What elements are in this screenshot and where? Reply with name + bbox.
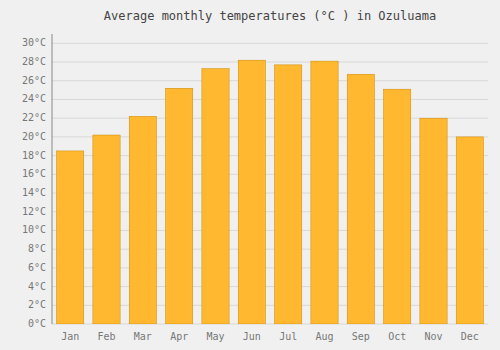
y-tick-label: 14°C xyxy=(22,187,46,198)
x-tick-label: Nov xyxy=(424,331,442,342)
y-tick-label: 2°C xyxy=(28,299,46,310)
y-tick-label: 20°C xyxy=(22,131,46,142)
y-tick-label: 16°C xyxy=(22,168,46,179)
bar xyxy=(57,151,84,324)
x-tick-label: Feb xyxy=(97,331,115,342)
y-tick-label: 12°C xyxy=(22,206,46,217)
bar xyxy=(166,88,193,324)
title: Average monthly temperatures (°C ) in Oz… xyxy=(104,9,436,23)
x-tick-label: Mar xyxy=(134,331,152,342)
bar xyxy=(238,60,265,324)
x-tick-label: Apr xyxy=(170,331,188,342)
y-tick-label: 28°C xyxy=(22,56,46,67)
y-tick-label: 0°C xyxy=(28,318,46,329)
bar xyxy=(456,137,483,324)
bars xyxy=(57,60,484,324)
bar xyxy=(311,61,338,324)
y-tick-label: 8°C xyxy=(28,243,46,254)
chart-container: 0°C 2°C 4°C 6°C 8°C 10°C 12°C 14°C 16°C 18°C 20°C 2… xyxy=(0,0,500,350)
y-tick-label: 18°C xyxy=(22,150,46,161)
chart: 0°C 2°C 4°C 6°C 8°C 10°C 12°C 14°C 16°C 18°C 20°C 2… xyxy=(0,0,500,350)
bar xyxy=(93,135,120,324)
bar xyxy=(347,74,374,324)
bar xyxy=(129,116,156,324)
x-tick-label: Aug xyxy=(315,331,333,342)
y-tick-label: 6°C xyxy=(28,262,46,273)
x-tick-label: Dec xyxy=(461,331,479,342)
y-tick-label: 4°C xyxy=(28,281,46,292)
bar xyxy=(275,65,302,324)
x-tick-label: May xyxy=(206,331,224,342)
x-tick-label: Sep xyxy=(352,331,370,342)
x-tick-label: Oct xyxy=(388,331,406,342)
y-tick-label: 24°C xyxy=(22,93,46,104)
x-ticks: Jan Feb Mar Apr May Jun Jul Aug Sep Oct Nov Dec xyxy=(61,331,479,342)
x-tick-label: Jun xyxy=(243,331,261,342)
y-ticks: 0°C 2°C 4°C 6°C 8°C 10°C 12°C 14°C 16°C 18°C 20°C 2… xyxy=(22,37,46,329)
grid xyxy=(52,43,488,324)
bar xyxy=(420,118,447,324)
y-tick-label: 26°C xyxy=(22,75,46,86)
y-tick-label: 10°C xyxy=(22,224,46,235)
y-tick-label: 30°C xyxy=(22,37,46,48)
grid-line xyxy=(52,43,488,44)
y-tick-label: 22°C xyxy=(22,112,46,123)
x-tick-label: Jan xyxy=(61,331,79,342)
y-axis-line xyxy=(52,34,53,324)
grid-line xyxy=(52,99,488,100)
grid-line xyxy=(52,62,488,63)
bar xyxy=(202,69,229,324)
x-tick-label: Jul xyxy=(279,331,297,342)
bar xyxy=(384,89,411,324)
grid-line xyxy=(52,80,488,81)
